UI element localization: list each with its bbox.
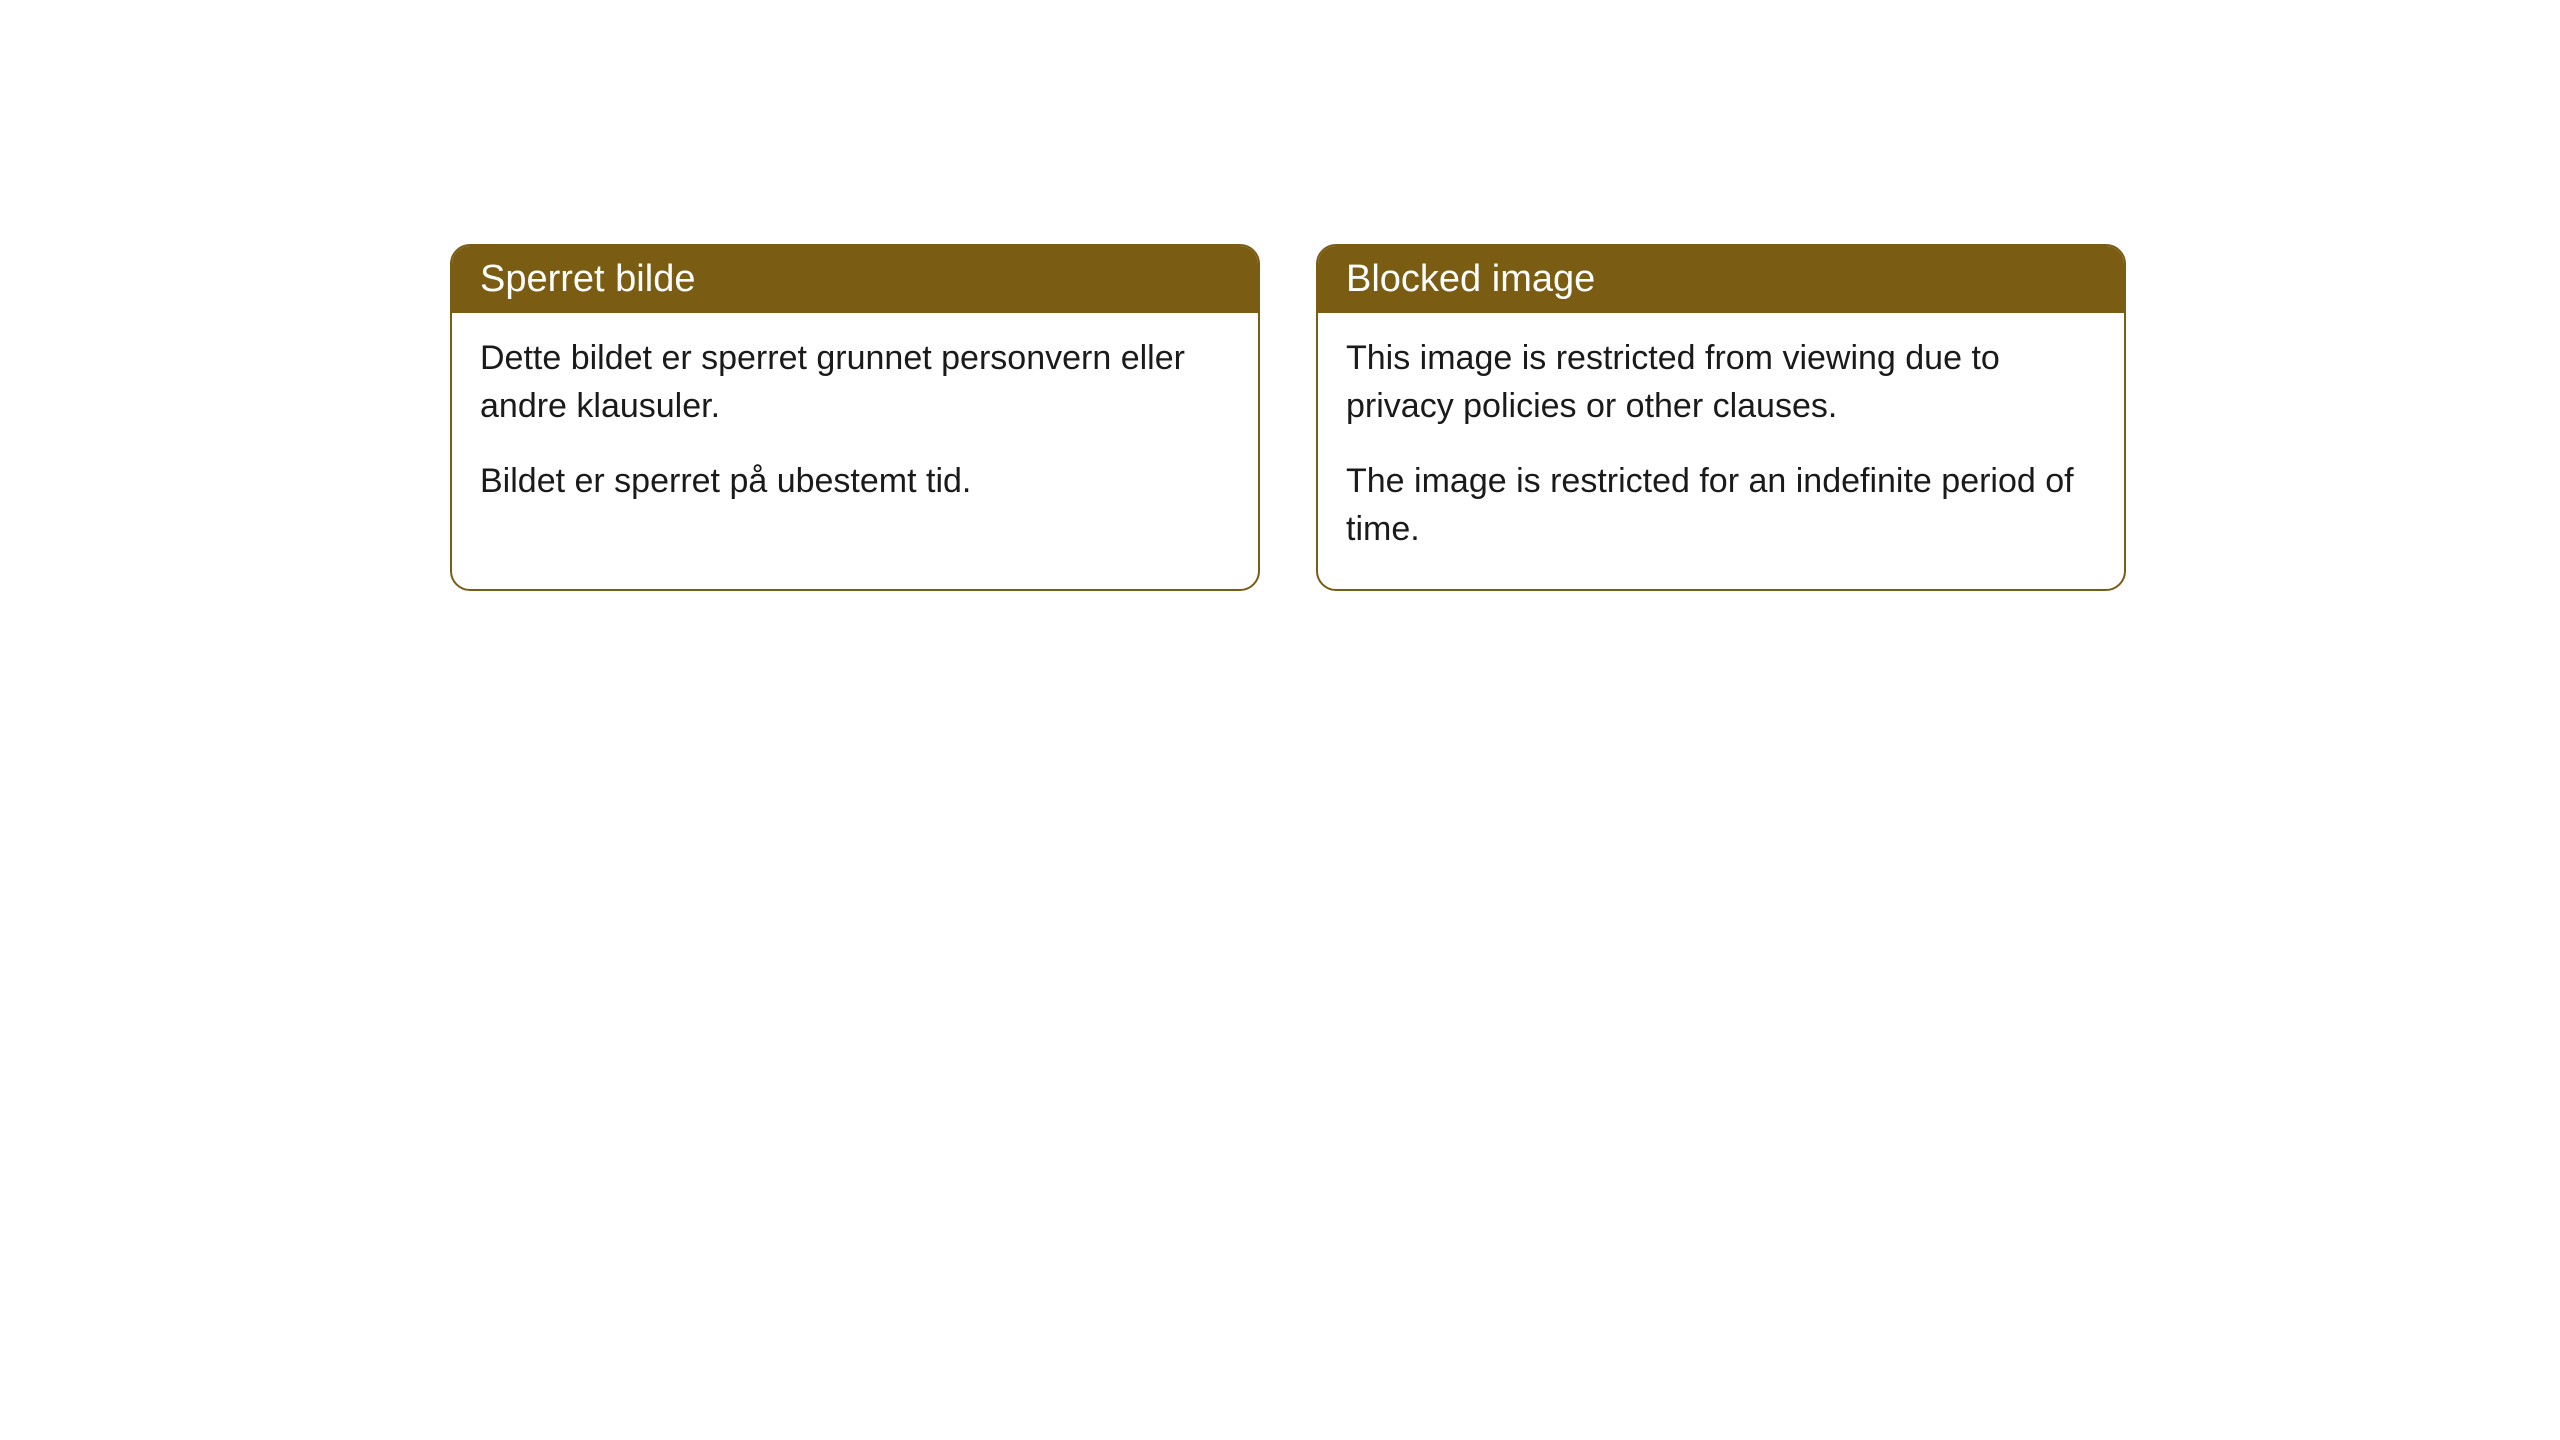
blocked-image-card-english: Blocked image This image is restricted f… bbox=[1316, 244, 2126, 591]
card-header: Blocked image bbox=[1318, 246, 2124, 313]
card-header: Sperret bilde bbox=[452, 246, 1258, 313]
card-body: Dette bildet er sperret grunnet personve… bbox=[452, 313, 1258, 542]
notice-cards-container: Sperret bilde Dette bildet er sperret gr… bbox=[0, 0, 2560, 591]
card-paragraph-1: This image is restricted from viewing du… bbox=[1346, 335, 2096, 430]
card-paragraph-2: The image is restricted for an indefinit… bbox=[1346, 458, 2096, 553]
card-paragraph-2: Bildet er sperret på ubestemt tid. bbox=[480, 458, 1230, 506]
card-paragraph-1: Dette bildet er sperret grunnet personve… bbox=[480, 335, 1230, 430]
blocked-image-card-norwegian: Sperret bilde Dette bildet er sperret gr… bbox=[450, 244, 1260, 591]
card-title: Sperret bilde bbox=[480, 258, 695, 300]
card-body: This image is restricted from viewing du… bbox=[1318, 313, 2124, 589]
card-title: Blocked image bbox=[1346, 258, 1595, 300]
